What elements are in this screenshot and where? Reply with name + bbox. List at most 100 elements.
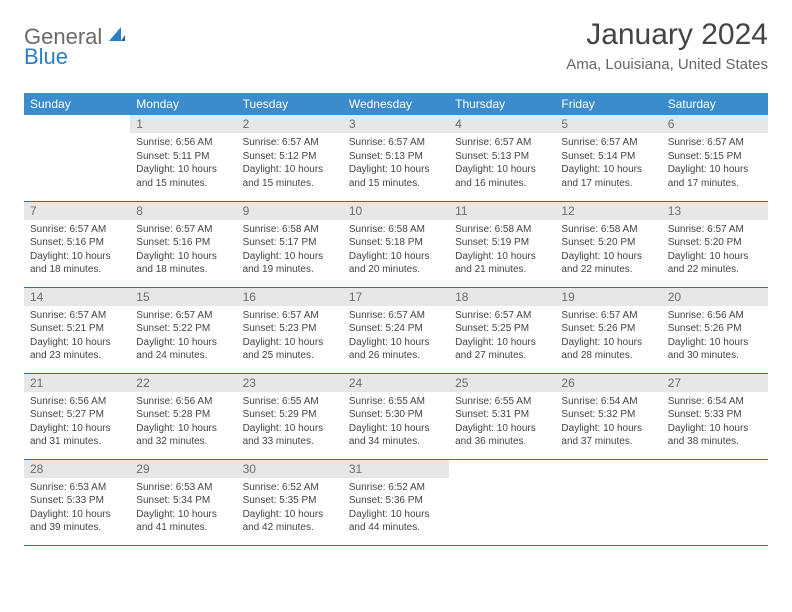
daylight-text: Daylight: 10 hours and 28 minutes.: [561, 336, 655, 363]
calendar-cell: 22Sunrise: 6:56 AMSunset: 5:28 PMDayligh…: [130, 373, 236, 459]
day-text: Sunrise: 6:55 AMSunset: 5:30 PMDaylight:…: [343, 392, 449, 453]
daylight-text: Daylight: 10 hours and 38 minutes.: [668, 422, 762, 449]
sunrise-text: Sunrise: 6:57 AM: [243, 309, 337, 323]
day-text: Sunrise: 6:55 AMSunset: 5:29 PMDaylight:…: [237, 392, 343, 453]
day-text: Sunrise: 6:56 AMSunset: 5:26 PMDaylight:…: [662, 306, 768, 367]
day-text: Sunrise: 6:53 AMSunset: 5:34 PMDaylight:…: [130, 478, 236, 539]
daylight-text: Daylight: 10 hours and 25 minutes.: [243, 336, 337, 363]
sunrise-text: Sunrise: 6:57 AM: [561, 136, 655, 150]
sunrise-text: Sunrise: 6:56 AM: [136, 136, 230, 150]
sunset-text: Sunset: 5:25 PM: [455, 322, 549, 336]
calendar-cell: 25Sunrise: 6:55 AMSunset: 5:31 PMDayligh…: [449, 373, 555, 459]
sunset-text: Sunset: 5:23 PM: [243, 322, 337, 336]
day-number: 1: [130, 115, 236, 133]
calendar-cell: 14Sunrise: 6:57 AMSunset: 5:21 PMDayligh…: [24, 287, 130, 373]
month-title: January 2024: [566, 18, 768, 52]
calendar-cell: 29Sunrise: 6:53 AMSunset: 5:34 PMDayligh…: [130, 459, 236, 545]
day-number: 29: [130, 460, 236, 478]
daylight-text: Daylight: 10 hours and 37 minutes.: [561, 422, 655, 449]
calendar-cell: 19Sunrise: 6:57 AMSunset: 5:26 PMDayligh…: [555, 287, 661, 373]
title-block: January 2024 Ama, Louisiana, United Stat…: [566, 18, 768, 73]
sunset-text: Sunset: 5:18 PM: [349, 236, 443, 250]
day-text: Sunrise: 6:52 AMSunset: 5:35 PMDaylight:…: [237, 478, 343, 539]
sunrise-text: Sunrise: 6:54 AM: [561, 395, 655, 409]
sunrise-text: Sunrise: 6:57 AM: [136, 223, 230, 237]
sunset-text: Sunset: 5:31 PM: [455, 408, 549, 422]
day-text: Sunrise: 6:57 AMSunset: 5:16 PMDaylight:…: [130, 220, 236, 281]
day-number: 31: [343, 460, 449, 478]
weekday-header: Monday: [130, 93, 236, 115]
calendar-cell: 24Sunrise: 6:55 AMSunset: 5:30 PMDayligh…: [343, 373, 449, 459]
calendar-cell: 10Sunrise: 6:58 AMSunset: 5:18 PMDayligh…: [343, 201, 449, 287]
sunrise-text: Sunrise: 6:54 AM: [668, 395, 762, 409]
daylight-text: Daylight: 10 hours and 26 minutes.: [349, 336, 443, 363]
day-number: 18: [449, 288, 555, 306]
daylight-text: Daylight: 10 hours and 41 minutes.: [136, 508, 230, 535]
day-number: 2: [237, 115, 343, 133]
calendar-cell: 8Sunrise: 6:57 AMSunset: 5:16 PMDaylight…: [130, 201, 236, 287]
day-number: 20: [662, 288, 768, 306]
day-text: Sunrise: 6:57 AMSunset: 5:22 PMDaylight:…: [130, 306, 236, 367]
daylight-text: Daylight: 10 hours and 30 minutes.: [668, 336, 762, 363]
calendar-cell: 28Sunrise: 6:53 AMSunset: 5:33 PMDayligh…: [24, 459, 130, 545]
calendar-cell: [24, 115, 130, 201]
sunrise-text: Sunrise: 6:58 AM: [455, 223, 549, 237]
day-text: Sunrise: 6:57 AMSunset: 5:13 PMDaylight:…: [449, 133, 555, 194]
weekday-header: Wednesday: [343, 93, 449, 115]
daylight-text: Daylight: 10 hours and 32 minutes.: [136, 422, 230, 449]
calendar-cell: 17Sunrise: 6:57 AMSunset: 5:24 PMDayligh…: [343, 287, 449, 373]
sunset-text: Sunset: 5:22 PM: [136, 322, 230, 336]
day-text: Sunrise: 6:57 AMSunset: 5:23 PMDaylight:…: [237, 306, 343, 367]
sunset-text: Sunset: 5:11 PM: [136, 150, 230, 164]
sunset-text: Sunset: 5:13 PM: [349, 150, 443, 164]
sunrise-text: Sunrise: 6:57 AM: [30, 223, 124, 237]
sunset-text: Sunset: 5:24 PM: [349, 322, 443, 336]
day-number: 26: [555, 374, 661, 392]
day-number: 23: [237, 374, 343, 392]
day-number: 27: [662, 374, 768, 392]
daylight-text: Daylight: 10 hours and 44 minutes.: [349, 508, 443, 535]
sunrise-text: Sunrise: 6:57 AM: [455, 136, 549, 150]
day-number: 15: [130, 288, 236, 306]
day-text: Sunrise: 6:56 AMSunset: 5:28 PMDaylight:…: [130, 392, 236, 453]
calendar-row: 28Sunrise: 6:53 AMSunset: 5:33 PMDayligh…: [24, 459, 768, 545]
day-text: Sunrise: 6:56 AMSunset: 5:27 PMDaylight:…: [24, 392, 130, 453]
day-text: Sunrise: 6:57 AMSunset: 5:13 PMDaylight:…: [343, 133, 449, 194]
calendar-cell: 4Sunrise: 6:57 AMSunset: 5:13 PMDaylight…: [449, 115, 555, 201]
daylight-text: Daylight: 10 hours and 21 minutes.: [455, 250, 549, 277]
sunrise-text: Sunrise: 6:53 AM: [30, 481, 124, 495]
day-text: Sunrise: 6:53 AMSunset: 5:33 PMDaylight:…: [24, 478, 130, 539]
sunset-text: Sunset: 5:16 PM: [136, 236, 230, 250]
daylight-text: Daylight: 10 hours and 42 minutes.: [243, 508, 337, 535]
day-number: 7: [24, 202, 130, 220]
sunrise-text: Sunrise: 6:58 AM: [349, 223, 443, 237]
weekday-header: Tuesday: [237, 93, 343, 115]
sunset-text: Sunset: 5:26 PM: [668, 322, 762, 336]
weekday-header: Saturday: [662, 93, 768, 115]
day-number: 24: [343, 374, 449, 392]
weekday-header: Thursday: [449, 93, 555, 115]
calendar-cell: 1 Sunrise: 6:56 AMSunset: 5:11 PMDaylight…: [130, 115, 236, 201]
day-text: Sunrise: 6:52 AMSunset: 5:36 PMDaylight:…: [343, 478, 449, 539]
daylight-text: Daylight: 10 hours and 15 minutes.: [136, 163, 230, 190]
calendar-row: 14Sunrise: 6:57 AMSunset: 5:21 PMDayligh…: [24, 287, 768, 373]
calendar-cell: 2Sunrise: 6:57 AMSunset: 5:12 PMDaylight…: [237, 115, 343, 201]
sunset-text: Sunset: 5:28 PM: [136, 408, 230, 422]
sunset-text: Sunset: 5:15 PM: [668, 150, 762, 164]
calendar-cell: 12Sunrise: 6:58 AMSunset: 5:20 PMDayligh…: [555, 201, 661, 287]
day-text: Sunrise: 6:57 AMSunset: 5:26 PMDaylight:…: [555, 306, 661, 367]
sunset-text: Sunset: 5:20 PM: [668, 236, 762, 250]
calendar-table: Sunday Monday Tuesday Wednesday Thursday…: [24, 93, 768, 546]
daylight-text: Daylight: 10 hours and 15 minutes.: [349, 163, 443, 190]
day-text: Sunrise: 6:57 AMSunset: 5:21 PMDaylight:…: [24, 306, 130, 367]
day-number: 25: [449, 374, 555, 392]
day-number: 22: [130, 374, 236, 392]
sunset-text: Sunset: 5:27 PM: [30, 408, 124, 422]
calendar-cell: 9Sunrise: 6:58 AMSunset: 5:17 PMDaylight…: [237, 201, 343, 287]
weekday-header: Sunday: [24, 93, 130, 115]
daylight-text: Daylight: 10 hours and 27 minutes.: [455, 336, 549, 363]
location: Ama, Louisiana, United States: [566, 56, 768, 73]
daylight-text: Daylight: 10 hours and 15 minutes.: [243, 163, 337, 190]
calendar-cell: 5Sunrise: 6:57 AMSunset: 5:14 PMDaylight…: [555, 115, 661, 201]
daylight-text: Daylight: 10 hours and 22 minutes.: [668, 250, 762, 277]
